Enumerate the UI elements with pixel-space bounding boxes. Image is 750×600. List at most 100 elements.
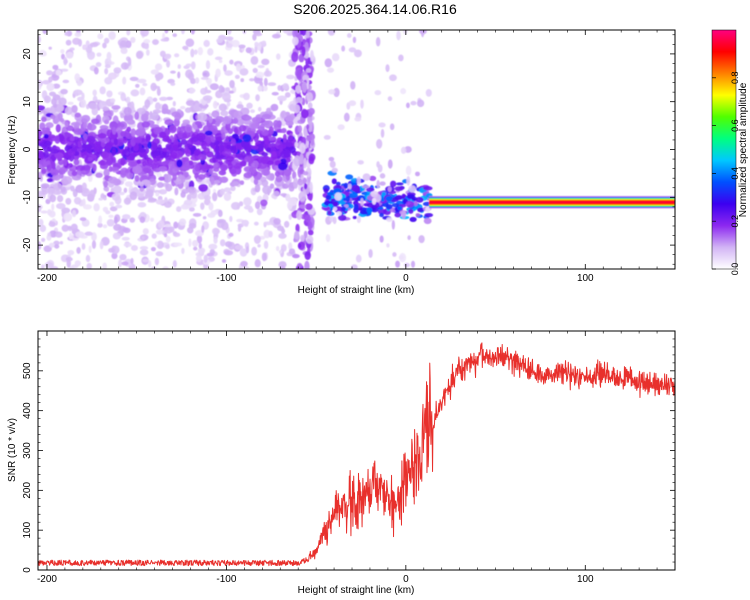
spectrogram-cell xyxy=(157,220,165,229)
spectrogram-cell xyxy=(287,135,294,142)
spectrogram-cell xyxy=(416,99,425,108)
spectrogram-cell xyxy=(43,133,49,139)
spectrogram-cell xyxy=(154,63,163,71)
spectrogram-cell xyxy=(137,193,145,198)
spectrogram-cell xyxy=(113,67,122,74)
spectrogram-cell xyxy=(400,146,407,154)
spectrogram-cell xyxy=(137,202,147,208)
spectrogram-cell xyxy=(41,264,45,269)
spectrogram-cell xyxy=(38,105,46,111)
spectrogram-cell xyxy=(214,132,224,141)
y-tick-label: 400 xyxy=(22,402,33,419)
spectrogram-cell xyxy=(360,197,364,207)
spectrogram-cell xyxy=(210,209,219,216)
spectrogram-cell xyxy=(215,115,225,123)
spectrogram-cell xyxy=(130,128,136,137)
spectrogram-cell xyxy=(307,229,314,236)
spectrogram-cell xyxy=(301,46,306,57)
spectrogram-cell xyxy=(73,89,83,96)
spectrogram-band-stripe xyxy=(429,207,675,209)
spectrogram-cell xyxy=(221,86,225,93)
spectrogram-cell xyxy=(262,185,272,195)
spectrogram-cell xyxy=(188,160,194,166)
spectrogram-cell xyxy=(264,136,270,145)
spectrogram-cell xyxy=(76,246,81,254)
spectrogram-cell xyxy=(337,124,345,131)
snr-ylabel: SNR (10 * v/v) xyxy=(7,418,18,482)
colorbar-ticks: 0.0 0.2 0.4 0.6 0.8 xyxy=(712,72,740,275)
spectrogram-cell xyxy=(239,68,249,76)
spectrogram-cell xyxy=(203,198,211,206)
spectrogram-cell xyxy=(123,187,128,193)
spectrogram-cell xyxy=(253,221,259,226)
spectrogram-cell xyxy=(172,101,176,107)
spectrogram-cell xyxy=(377,206,384,211)
spectrogram-cell xyxy=(277,225,284,232)
snr-plot-area xyxy=(38,331,675,570)
spectrogram-cell xyxy=(129,217,136,223)
spectrogram-cell xyxy=(201,225,205,233)
spectrogram-cell xyxy=(61,224,70,232)
spectrogram-cell xyxy=(141,236,145,240)
spectrogram-cell xyxy=(74,112,81,118)
spectrogram-cell xyxy=(88,102,98,110)
spectrogram-cell xyxy=(261,252,267,262)
spectrogram-cell xyxy=(60,186,66,193)
spectrogram-cell xyxy=(243,197,252,207)
spectrogram-cell xyxy=(139,246,149,250)
spectrogram-cell xyxy=(385,64,390,73)
spectrogram-cell xyxy=(165,244,170,250)
spectrogram-ylabel: Frequency (Hz) xyxy=(7,116,18,185)
spectrogram-cell xyxy=(269,183,275,190)
spectrogram-cell xyxy=(278,250,283,254)
spectrogram-cell xyxy=(204,86,208,93)
spectrogram-cell xyxy=(98,197,103,201)
spectrogram-cell xyxy=(62,79,70,84)
spectrogram-cell xyxy=(103,37,110,44)
spectrogram-cell xyxy=(243,205,253,210)
spectrogram-cell xyxy=(219,239,226,247)
spectrogram-cell xyxy=(299,142,306,154)
spectrogram-cell xyxy=(306,235,314,244)
spectrogram-cell xyxy=(307,220,313,231)
spectrogram-cell xyxy=(328,203,333,208)
spectrogram-cell xyxy=(205,171,211,177)
spectrogram-cell xyxy=(271,33,281,39)
spectrogram-cell xyxy=(158,165,168,172)
spectrogram-cell xyxy=(306,135,313,142)
spectrogram-cell xyxy=(42,151,50,159)
spectrogram-cell xyxy=(150,217,154,222)
spectrogram-cell xyxy=(82,204,92,210)
spectrogram-cell xyxy=(109,121,118,131)
spectrogram-cell xyxy=(180,138,188,146)
spectrogram-cell xyxy=(111,105,121,110)
spectrogram-cell xyxy=(127,161,138,167)
spectrogram-cell xyxy=(75,231,85,238)
spectrogram-cell xyxy=(184,171,189,178)
spectrogram-cell xyxy=(350,81,356,90)
spectrogram-cell xyxy=(74,260,81,267)
spectrogram-cell xyxy=(380,128,385,138)
spectrogram-cell xyxy=(154,241,159,247)
spectrogram-cell xyxy=(130,245,138,251)
spectrogram-cell xyxy=(70,185,75,192)
spectrogram-cell xyxy=(292,254,300,259)
spectrogram-cell xyxy=(398,54,404,62)
spectrogram-cell xyxy=(329,160,336,168)
spectrogram-cell xyxy=(187,226,194,234)
spectrogram-cell xyxy=(159,50,166,58)
spectrogram-cell xyxy=(105,142,112,152)
spectrogram-cell xyxy=(125,169,130,174)
spectrogram-cell xyxy=(324,58,333,68)
spectrogram-band-stripe xyxy=(429,197,675,199)
spectrogram-cell xyxy=(291,51,299,63)
spectrogram-cell xyxy=(250,122,260,130)
spectrogram-cell xyxy=(302,74,309,82)
spectrogram-cell xyxy=(129,76,139,82)
spectrogram-cell xyxy=(162,266,169,269)
spectrogram-cell xyxy=(379,235,384,243)
spectrogram-cell xyxy=(307,120,313,133)
spectrogram-cell xyxy=(295,96,303,105)
colorbar-tick-label: 0.8 xyxy=(730,72,740,85)
